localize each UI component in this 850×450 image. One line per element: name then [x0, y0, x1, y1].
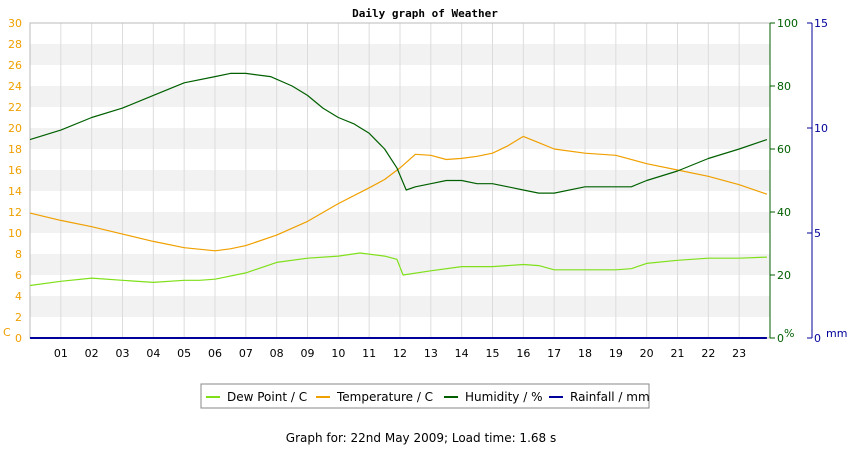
x-tick-label: 08 [270, 347, 284, 360]
x-tick-label: 09 [301, 347, 315, 360]
legend: Dew Point / C Temperature / C Humidity /… [200, 383, 650, 409]
humidity-tick-label: 60 [777, 143, 791, 156]
rainfall-tick-label: 0 [814, 332, 821, 345]
left-tick-label: 14 [8, 185, 22, 198]
legend-label-humidity: Humidity / % [465, 390, 542, 404]
plot-grid [60, 23, 740, 338]
rainfall-tick-label: 5 [814, 227, 821, 240]
x-tick-label: 18 [578, 347, 592, 360]
x-tick-label: 16 [516, 347, 530, 360]
x-tick-label: 17 [547, 347, 561, 360]
left-tick-label: 4 [15, 290, 22, 303]
legend-label-temperature: Temperature / C [336, 390, 433, 404]
x-tick-label: 03 [116, 347, 130, 360]
x-tick-label: 23 [732, 347, 746, 360]
left-tick-label: 24 [8, 80, 22, 93]
x-tick-label: 21 [671, 347, 685, 360]
legend-label-dew-point: Dew Point / C [227, 390, 307, 404]
left-tick-label: 10 [8, 227, 22, 240]
left-tick-label: 8 [15, 248, 22, 261]
humidity-tick-label: 80 [777, 80, 791, 93]
x-tick-label: 14 [455, 347, 469, 360]
rainfall-tick-label: 10 [814, 122, 828, 135]
x-tick-label: 02 [85, 347, 99, 360]
x-tick-label: 19 [609, 347, 623, 360]
left-axis-unit: C [3, 326, 11, 339]
series-lines [29, 72, 768, 339]
x-tick-label: 01 [54, 347, 68, 360]
humidity-line [29, 72, 768, 194]
left-tick-label: 20 [8, 122, 22, 135]
dew-point-line [29, 252, 767, 287]
left-tick-label: 30 [8, 17, 22, 30]
chart-title: Daily graph of Weather [352, 7, 498, 20]
x-tick-label: 12 [393, 347, 407, 360]
temperature-line [29, 135, 768, 252]
legend-label-rainfall: Rainfall / mm [570, 390, 650, 404]
rainfall-axis-unit: mm [826, 327, 847, 340]
humidity-tick-label: 100 [777, 17, 798, 30]
x-tick-label: 15 [486, 347, 500, 360]
humidity-axis-ticks: 0 20 40 60 80 100 [770, 17, 798, 345]
x-tick-label: 06 [208, 347, 222, 360]
left-tick-label: 26 [8, 59, 22, 72]
left-tick-label: 16 [8, 164, 22, 177]
rainfall-tick-label: 15 [814, 17, 828, 30]
left-tick-label: 12 [8, 206, 22, 219]
x-tick-label: 07 [239, 347, 253, 360]
x-tick-label: 13 [424, 347, 438, 360]
left-tick-label: 22 [8, 101, 22, 114]
x-axis-ticks: 01 02 03 04 05 06 07 08 09 10 11 12 13 14 15 16 17 18 19 20… [54, 347, 746, 360]
rainfall-axis-ticks: 0 5 10 15 [807, 17, 828, 345]
x-tick-label: 10 [331, 347, 345, 360]
humidity-tick-label: 20 [777, 269, 791, 282]
footer-load-info: Graph for: 22nd May 2009; Load time: 1.6… [286, 431, 556, 445]
x-tick-label: 20 [640, 347, 654, 360]
x-tick-label: 11 [362, 347, 376, 360]
left-tick-label: 6 [15, 269, 22, 282]
left-tick-label: 0 [15, 332, 22, 345]
left-tick-label: 18 [8, 143, 22, 156]
humidity-axis-unit: % [784, 327, 794, 340]
x-tick-label: 22 [701, 347, 715, 360]
legend-box [200, 383, 650, 409]
humidity-tick-label: 40 [777, 206, 791, 219]
left-tick-label: 28 [8, 38, 22, 51]
x-tick-label: 04 [146, 347, 160, 360]
left-tick-label: 2 [15, 311, 22, 324]
humidity-tick-label: 0 [777, 332, 784, 345]
x-tick-label: 05 [177, 347, 191, 360]
